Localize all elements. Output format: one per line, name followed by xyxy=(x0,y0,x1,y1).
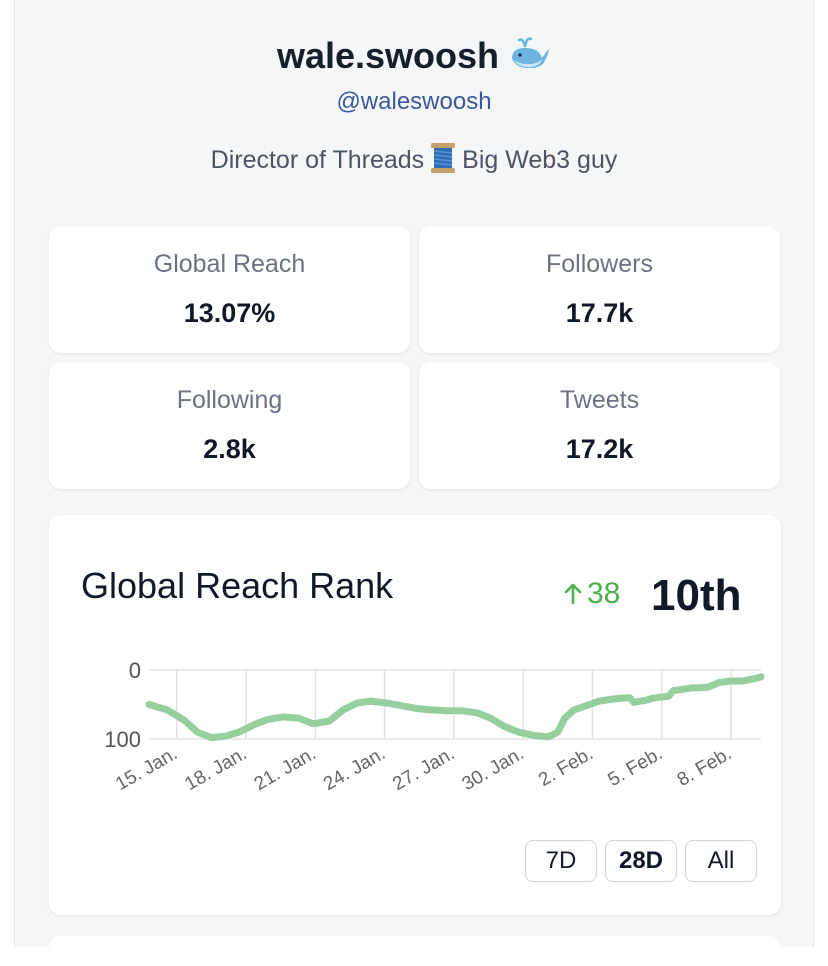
y-tick-label: 0 xyxy=(129,658,141,683)
x-tick-label: 27. Jan. xyxy=(389,743,458,795)
y-tick-label: 100 xyxy=(104,727,141,752)
stat-value: 2.8k xyxy=(203,434,256,464)
rank-chart-card: Global Reach Rank 38 10th 0 100 15. Jan. 18… xyxy=(49,515,781,915)
stat-label: Following xyxy=(176,386,283,414)
stat-card-global-reach: Global Reach 13.07% xyxy=(49,226,410,353)
stat-label: Tweets xyxy=(559,386,640,414)
x-tick-label: 21. Jan. xyxy=(251,743,320,795)
arrow-up-icon xyxy=(563,577,587,610)
x-tick-label: 24. Jan. xyxy=(320,743,389,795)
bio-text-after: Big Web3 guy xyxy=(462,146,618,174)
stat-card-followers: Followers 17.7k xyxy=(419,226,780,353)
bio-text-before: Director of Threads xyxy=(210,146,425,174)
series-line xyxy=(145,673,765,742)
rank-position: 10th xyxy=(651,571,742,620)
profile-panel: wale.swoosh @waleswoosh Director of Thre… xyxy=(14,0,814,966)
stat-label: Followers xyxy=(546,250,653,278)
stat-value: 17.2k xyxy=(565,434,634,464)
range-button-28d[interactable]: 28D xyxy=(605,840,677,882)
profile-name: wale.swoosh xyxy=(15,34,813,81)
x-tick-label: 5. Feb. xyxy=(604,743,666,791)
stat-card-tweets: Tweets 17.2k xyxy=(419,362,780,489)
profile-name-text: wale.swoosh xyxy=(276,35,500,76)
x-tick-label: 30. Jan. xyxy=(459,743,528,795)
rank-change-value: 38 xyxy=(587,577,621,610)
range-button-7d[interactable]: 7D xyxy=(525,840,597,882)
profile-bio: Director of Threads Big Web3 guy xyxy=(15,142,813,181)
stat-value: 13.07% xyxy=(183,298,276,328)
rank-change: 38 xyxy=(563,577,620,611)
stat-value: 17.7k xyxy=(565,298,634,328)
thread-spool-icon xyxy=(430,142,456,181)
profile-handle[interactable]: @waleswoosh xyxy=(336,88,492,115)
stat-card-following: Following 2.8k xyxy=(49,362,410,489)
stat-label: Global Reach xyxy=(153,250,306,278)
x-tick-label: 18. Jan. xyxy=(181,743,250,795)
next-card xyxy=(49,936,781,966)
x-tick-label: 8. Feb. xyxy=(674,743,736,791)
chart-title: Global Reach Rank xyxy=(81,565,394,606)
x-tick-label: 2. Feb. xyxy=(535,743,597,791)
range-button-all[interactable]: All xyxy=(685,840,757,882)
whale-icon xyxy=(509,34,551,81)
